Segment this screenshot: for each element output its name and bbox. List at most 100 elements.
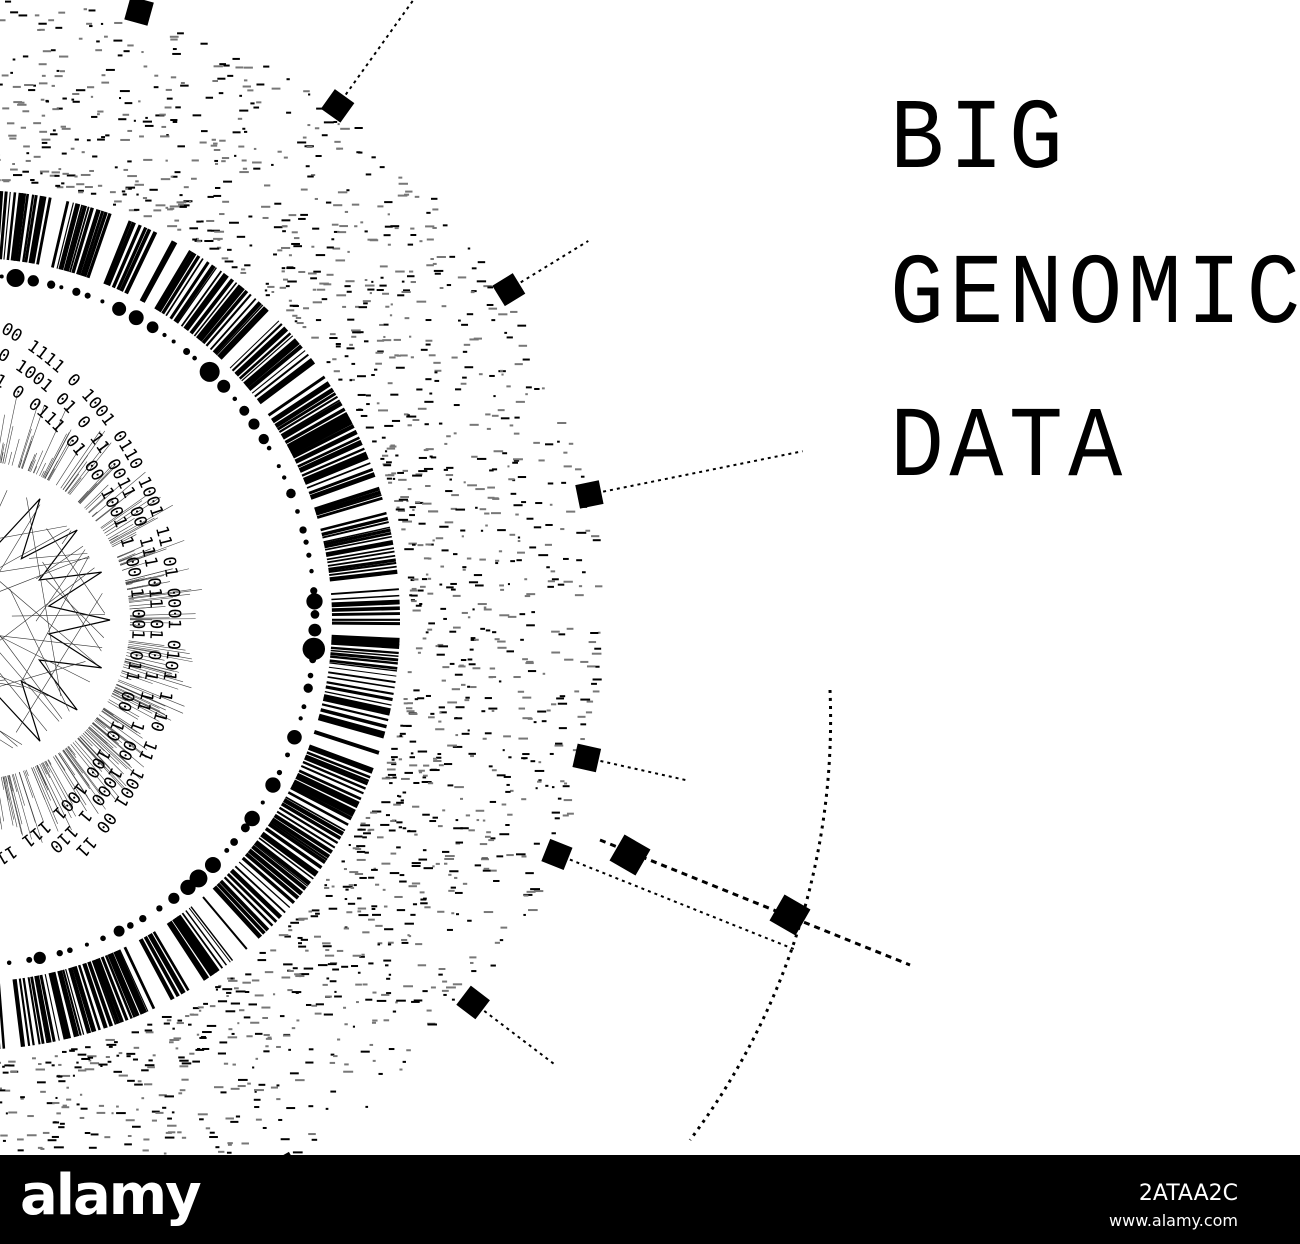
scatter-mark <box>176 201 187 204</box>
barcode-bar <box>165 258 204 317</box>
scatter-mark <box>276 1084 280 1087</box>
scatter-mark <box>125 186 136 189</box>
scatter-mark <box>592 690 600 693</box>
scatter-mark <box>344 898 348 901</box>
scatter-mark <box>10 71 13 74</box>
barcode-bar <box>48 972 69 1040</box>
scatter-mark <box>292 967 298 970</box>
star-chord <box>11 614 105 617</box>
site-url[interactable]: www.alamy.com <box>1109 1211 1238 1230</box>
scatter-mark <box>455 706 465 709</box>
scatter-mark <box>214 230 225 233</box>
scatter-mark <box>62 172 69 175</box>
scatter-mark <box>296 1019 300 1022</box>
scatter-mark <box>428 354 436 357</box>
barcode-bar <box>313 730 380 755</box>
scatter-mark <box>424 906 431 909</box>
fine-line <box>18 772 36 823</box>
scatter-mark <box>408 935 412 938</box>
barcode-bar <box>324 531 392 549</box>
scatter-mark <box>344 1063 349 1066</box>
scatter-mark <box>286 78 290 81</box>
scatter-mark <box>371 156 376 159</box>
barcode-bar <box>180 270 223 327</box>
scatter-mark <box>356 845 366 848</box>
fine-line <box>64 748 84 774</box>
brand-logo[interactable]: alamy <box>20 1163 202 1228</box>
scatter-mark <box>452 745 463 748</box>
scatter-mark <box>557 797 562 800</box>
scatter-mark <box>405 190 413 193</box>
fine-line <box>117 550 135 559</box>
scatter-mark <box>59 1122 65 1125</box>
scatter-mark <box>398 182 408 185</box>
scatter-mark <box>531 611 536 614</box>
scatter-mark <box>389 356 396 359</box>
fine-line <box>127 649 193 663</box>
scatter-mark <box>530 888 541 891</box>
scatter-mark <box>544 543 552 546</box>
scatter-mark <box>232 1063 236 1066</box>
scatter-mark <box>39 28 45 31</box>
fine-line <box>126 583 133 586</box>
fine-line <box>36 765 47 786</box>
scatter-mark <box>106 1043 117 1046</box>
scatter-mark <box>330 1090 337 1093</box>
scatter-mark <box>126 1052 136 1055</box>
node-spoke <box>589 450 803 496</box>
scatter-mark <box>31 181 39 184</box>
scatter-mark <box>298 945 307 948</box>
dot <box>287 729 302 745</box>
dot <box>276 464 281 469</box>
barcode-bar <box>278 395 339 433</box>
scatter-mark <box>351 203 360 206</box>
scatter-mark <box>227 1142 233 1145</box>
scatter-mark <box>104 35 108 38</box>
scatter-mark <box>425 631 429 634</box>
scatter-mark <box>580 723 587 726</box>
barcode-bar <box>324 535 392 551</box>
barcode-bar <box>328 558 397 572</box>
scatter-mark <box>242 981 251 984</box>
scatter-mark <box>383 335 386 338</box>
fine-line <box>0 451 4 464</box>
scatter-mark <box>380 457 385 460</box>
scatter-mark <box>356 1001 359 1004</box>
scatter-mark <box>453 553 458 556</box>
fine-line <box>36 765 49 791</box>
scatter-mark <box>39 170 50 173</box>
barcode-bar <box>321 703 389 722</box>
star-chord <box>0 581 98 666</box>
scatter-mark <box>455 508 466 511</box>
scatter-mark <box>271 163 274 166</box>
fine-line <box>62 750 91 790</box>
scatter-mark <box>507 583 510 586</box>
scatter-mark <box>41 74 46 77</box>
scatter-mark <box>201 1047 210 1050</box>
barcode-bar <box>314 486 381 512</box>
scatter-mark <box>360 822 366 825</box>
scatter-mark <box>407 934 410 937</box>
scatter-mark <box>359 955 365 958</box>
scatter-mark <box>214 186 221 189</box>
scatter-mark <box>424 400 434 403</box>
scatter-mark <box>480 627 486 630</box>
scatter-mark <box>311 245 315 248</box>
scatter-mark <box>78 191 84 194</box>
barcode-bar <box>141 241 178 303</box>
scatter-mark <box>100 1065 103 1068</box>
scatter-mark <box>566 510 576 513</box>
fine-line <box>86 728 142 780</box>
scatter-mark <box>491 709 495 712</box>
scatter-mark <box>244 264 251 267</box>
scatter-mark <box>476 280 487 283</box>
scatter-mark <box>4 1064 11 1067</box>
scatter-mark <box>264 971 274 974</box>
scatter-mark <box>143 65 148 68</box>
scatter-mark <box>509 424 514 427</box>
scatter-mark <box>410 579 415 582</box>
scatter-mark <box>36 1081 46 1084</box>
scatter-mark <box>517 324 527 327</box>
fine-line <box>44 432 70 479</box>
scatter-mark <box>54 75 63 78</box>
